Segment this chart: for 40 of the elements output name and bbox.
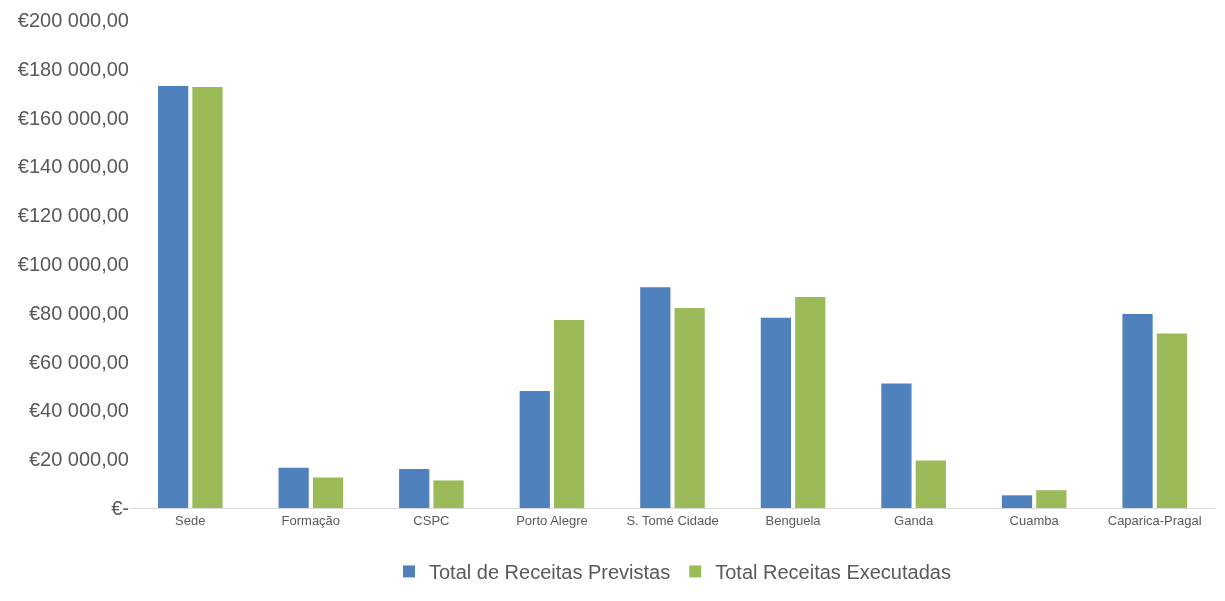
x-tick-label: Sede (175, 512, 206, 528)
legend-label: Total Receitas Executadas (715, 561, 951, 584)
x-tick-label: Cuamba (1009, 512, 1060, 528)
y-tick-label: €80 000,00 (28, 301, 129, 324)
x-tick-label: Porto Alegre (516, 512, 588, 528)
bar (1036, 490, 1067, 508)
x-tick-label: Caparica-Pragal (1107, 512, 1202, 528)
bar (1156, 333, 1188, 508)
bar (278, 467, 309, 508)
y-tick-label: €40 000,00 (28, 399, 129, 422)
legend-label: Total de Receitas Previstas (429, 561, 671, 584)
bar (881, 383, 912, 508)
bar (519, 390, 550, 508)
y-tick-label: €- (111, 497, 129, 519)
bar (1001, 495, 1033, 508)
y-tick-label: €20 000,00 (28, 448, 129, 471)
bar (554, 320, 585, 508)
x-tick-label: Formação (281, 512, 341, 528)
y-tick-label: €100 000,00 (17, 253, 129, 275)
y-tick-label: €160 000,00 (17, 106, 129, 129)
y-tick-label: €140 000,00 (17, 155, 129, 178)
x-tick-label: Ganda (894, 512, 934, 528)
bar (312, 477, 344, 508)
bar (157, 85, 189, 508)
bar (1122, 314, 1153, 508)
x-tick-label: Benguela (765, 512, 822, 528)
x-tick-label: S. Tomé Cidade (626, 512, 719, 528)
x-tick-label: CSPC (413, 512, 450, 528)
y-tick-label: €180 000,00 (17, 57, 129, 80)
bar (640, 287, 671, 508)
bar (760, 317, 791, 508)
y-tick-label: €120 000,00 (17, 204, 129, 227)
bar (433, 480, 464, 508)
y-tick-label: €60 000,00 (28, 350, 129, 373)
bar (674, 307, 705, 508)
bar (192, 87, 223, 508)
bar (915, 460, 946, 508)
bar (795, 296, 826, 508)
bar (399, 468, 430, 508)
y-tick-label: €200 000,00 (17, 9, 129, 31)
